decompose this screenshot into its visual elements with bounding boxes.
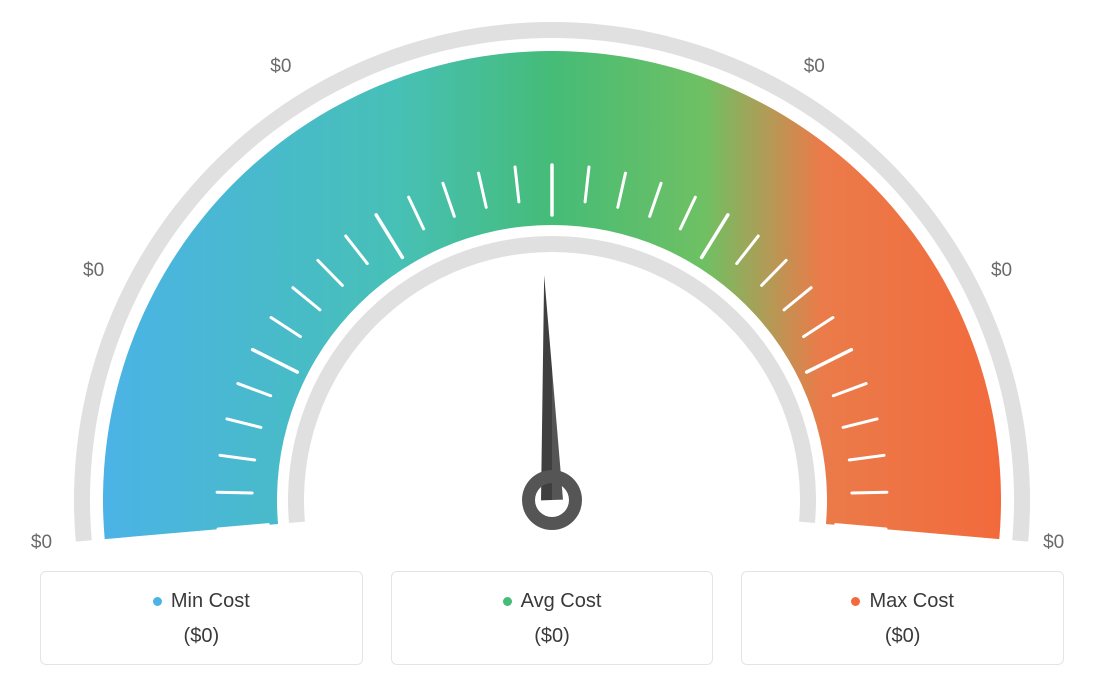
legend-dot-avg (503, 597, 512, 606)
gauge-scale-label: $0 (537, 0, 558, 2)
legend-card-avg: Avg Cost ($0) (391, 571, 714, 665)
legend-card-max: Max Cost ($0) (741, 571, 1064, 665)
legend-value-min: ($0) (51, 625, 352, 648)
gauge-svg (0, 0, 1104, 560)
legend-label-min: Min Cost (171, 590, 250, 613)
gauge-chart: $0 $0 $0 $0 $0 $0 $0 (0, 0, 1104, 560)
legend-label-max: Max Cost (869, 590, 953, 613)
legend-row: Min Cost ($0) Avg Cost ($0) Max Cost ($0… (40, 571, 1064, 665)
legend-dot-min (153, 597, 162, 606)
cost-gauge-widget: $0 $0 $0 $0 $0 $0 $0 Min Cost ($0) Avg Cost ($… (0, 0, 1104, 690)
gauge-scale-label: $0 (31, 532, 52, 554)
legend-card-min: Min Cost ($0) (40, 571, 363, 665)
legend-dot-max (851, 597, 860, 606)
gauge-scale-label: $0 (1043, 532, 1064, 554)
legend-value-avg: ($0) (402, 625, 703, 648)
legend-value-max: ($0) (752, 625, 1053, 648)
legend-label-avg: Avg Cost (521, 590, 602, 613)
gauge-scale-label: $0 (83, 260, 104, 282)
gauge-scale-label: $0 (991, 260, 1012, 282)
gauge-scale-label: $0 (804, 56, 825, 78)
gauge-scale-label: $0 (270, 56, 291, 78)
